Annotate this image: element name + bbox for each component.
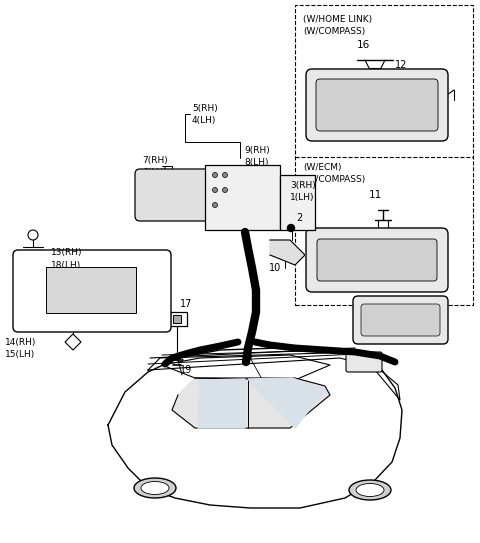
Text: 14(RH): 14(RH)	[5, 338, 36, 346]
Polygon shape	[198, 379, 245, 428]
FancyBboxPatch shape	[135, 169, 215, 221]
Text: 8(LH): 8(LH)	[244, 157, 268, 167]
Text: 4(LH): 4(LH)	[192, 116, 216, 124]
Text: (W/ECM): (W/ECM)	[303, 162, 341, 172]
Bar	[205, 165, 280, 230]
Bar	[280, 175, 315, 230]
FancyBboxPatch shape	[317, 239, 437, 281]
FancyBboxPatch shape	[306, 228, 448, 292]
Text: 12: 12	[395, 60, 408, 70]
Text: 13(RH): 13(RH)	[51, 248, 83, 256]
Polygon shape	[270, 240, 305, 265]
Ellipse shape	[356, 483, 384, 496]
Text: 1(LH): 1(LH)	[290, 193, 314, 201]
Circle shape	[213, 203, 217, 207]
Ellipse shape	[349, 480, 391, 500]
Polygon shape	[65, 334, 81, 350]
Circle shape	[213, 173, 217, 178]
Text: 16: 16	[356, 40, 370, 50]
Circle shape	[288, 224, 295, 231]
Bar	[295, 5, 473, 305]
Polygon shape	[172, 378, 330, 428]
FancyBboxPatch shape	[361, 304, 440, 336]
Text: 15(LH): 15(LH)	[5, 350, 35, 358]
Text: (W/COMPASS): (W/COMPASS)	[303, 27, 365, 35]
Polygon shape	[248, 378, 325, 428]
Text: 5(RH): 5(RH)	[192, 104, 218, 112]
Circle shape	[213, 187, 217, 193]
Text: 10: 10	[269, 263, 281, 273]
Circle shape	[223, 187, 228, 193]
Polygon shape	[108, 348, 402, 508]
Ellipse shape	[134, 478, 176, 498]
Text: (W/HOME LINK): (W/HOME LINK)	[303, 15, 372, 23]
Circle shape	[223, 173, 228, 178]
Circle shape	[28, 230, 38, 240]
Text: 19: 19	[180, 365, 192, 375]
FancyBboxPatch shape	[13, 250, 171, 332]
Text: 11: 11	[368, 190, 382, 200]
FancyBboxPatch shape	[346, 352, 382, 372]
Text: 2: 2	[296, 213, 302, 223]
Text: 6(LH): 6(LH)	[142, 167, 167, 176]
Text: 3(RH): 3(RH)	[290, 180, 316, 190]
Text: 9(RH): 9(RH)	[244, 146, 270, 155]
Bar	[46, 267, 136, 313]
Ellipse shape	[141, 482, 169, 495]
FancyBboxPatch shape	[316, 79, 438, 131]
Text: 7(RH): 7(RH)	[142, 155, 168, 165]
Text: 17: 17	[180, 299, 192, 309]
FancyBboxPatch shape	[353, 296, 448, 344]
Text: 11: 11	[376, 300, 390, 310]
Bar	[173, 315, 181, 323]
FancyBboxPatch shape	[306, 69, 448, 141]
Text: 18(LH): 18(LH)	[51, 261, 81, 269]
Text: (W/COMPASS): (W/COMPASS)	[303, 174, 365, 184]
